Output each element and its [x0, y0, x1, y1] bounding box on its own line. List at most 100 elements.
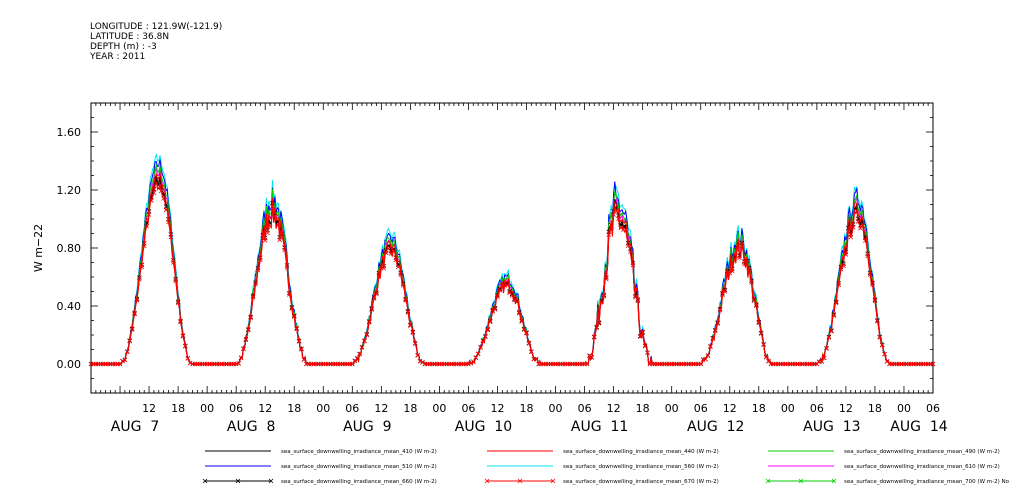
x-hour-tick-label: 12 — [258, 402, 272, 415]
legend-entry-4: sea_surface_downwelling_irradiance_mean_… — [487, 464, 719, 470]
depth-label: DEPTH (m) : -3 — [90, 42, 157, 52]
x-day-label: AUG 12 — [687, 419, 744, 435]
legend-marker — [798, 478, 804, 484]
y-tick-label: 0.80 — [57, 242, 82, 255]
y-tick-label: 1.60 — [57, 126, 82, 139]
legend-label: sea_surface_downwelling_irradiance_mean_… — [563, 449, 719, 455]
series-marker — [710, 336, 716, 341]
series-marker — [475, 351, 481, 357]
series-marker — [514, 299, 520, 305]
metadata-header: LONGITUDE : 121.9W(-121.9) LATITUDE : 36… — [90, 22, 222, 62]
x-hour-tick-label: 06 — [926, 402, 940, 415]
series-marker — [867, 272, 873, 277]
legend-entry-5: sea_surface_downwelling_irradiance_mean_… — [768, 464, 1000, 470]
series-marker — [366, 320, 372, 325]
series-marker — [509, 293, 515, 298]
series-marker — [180, 333, 186, 339]
series-marker — [241, 346, 246, 352]
series-marker — [289, 306, 295, 311]
series-marker — [248, 315, 253, 321]
series-marker — [238, 355, 244, 361]
series-marker — [417, 358, 423, 364]
series-marker — [860, 223, 866, 228]
series-marker — [183, 344, 188, 349]
legend-marker — [202, 478, 208, 484]
series-marker — [601, 294, 607, 299]
series-marker — [855, 219, 861, 224]
series-marker — [374, 291, 379, 297]
series-6 — [88, 177, 936, 367]
series-marker — [487, 319, 493, 325]
series-marker — [504, 282, 510, 288]
series-marker — [170, 260, 176, 265]
legend-marker — [484, 478, 490, 484]
series-marker — [877, 335, 883, 340]
series-marker — [870, 282, 875, 287]
series-marker — [265, 230, 270, 236]
series-marker — [611, 212, 616, 217]
series-marker — [616, 216, 621, 221]
series-marker — [831, 313, 837, 318]
series-line — [91, 174, 933, 366]
series-marker — [836, 282, 841, 288]
x-day-label: AUG 13 — [803, 419, 860, 435]
series-marker — [284, 265, 290, 270]
series-marker — [137, 277, 142, 282]
series-marker — [420, 360, 425, 365]
series-marker — [746, 267, 752, 273]
series-marker — [846, 228, 851, 234]
series-marker — [645, 350, 650, 356]
series-marker — [521, 327, 527, 333]
legend-marker — [517, 478, 523, 484]
series-marker — [829, 329, 834, 334]
x-hour-tick-label: 00 — [316, 402, 330, 415]
series-marker — [930, 361, 936, 367]
longitude-label: LONGITUDE : 121.9W(-121.9) — [90, 22, 223, 32]
x-hour-tick-label: 00 — [200, 402, 214, 415]
series-1 — [91, 172, 933, 366]
series-marker — [272, 213, 278, 219]
series-marker — [120, 358, 125, 364]
legend: sea_surface_downwelling_irradiance_mean_… — [202, 449, 1009, 485]
series-marker — [151, 190, 157, 196]
series-marker — [149, 198, 154, 203]
legend-marker — [235, 478, 241, 484]
series-marker — [698, 361, 704, 367]
x-day-label: AUG 8 — [227, 419, 275, 435]
series-marker — [386, 245, 391, 251]
series-marker — [717, 307, 723, 313]
x-hour-tick-label: 00 — [665, 402, 679, 415]
series-line — [91, 152, 933, 366]
series-marker — [705, 353, 711, 358]
series-marker — [282, 247, 287, 253]
series-marker — [734, 247, 740, 252]
series-marker — [158, 188, 164, 194]
series-marker — [262, 238, 268, 243]
series-marker — [763, 354, 769, 360]
plot-frame — [90, 102, 934, 394]
series-marker — [838, 266, 844, 272]
series-marker — [144, 223, 149, 229]
series-marker — [480, 338, 486, 344]
x-hour-tick-label: 12 — [839, 402, 853, 415]
series-marker — [529, 349, 534, 355]
series-marker — [635, 298, 641, 304]
series-2 — [91, 163, 933, 366]
series-line — [91, 166, 933, 366]
x-hour-tick-label: 12 — [142, 402, 156, 415]
series-marker — [625, 243, 631, 248]
series-marker — [524, 331, 529, 336]
series-marker — [354, 356, 360, 361]
series-marker — [715, 321, 720, 326]
x-hour-tick-label: 06 — [229, 402, 243, 415]
series-marker — [253, 281, 258, 287]
series-marker — [749, 280, 754, 285]
series-marker — [398, 272, 403, 277]
x-hour-tick-label: 18 — [403, 402, 417, 415]
series-marker — [471, 359, 476, 364]
series-marker — [879, 342, 885, 348]
series-marker — [841, 263, 846, 269]
legend-label: sea_surface_downwelling_irradiance_mean_… — [563, 464, 719, 470]
x-hour-tick-label: 00 — [781, 402, 795, 415]
series-marker — [739, 243, 745, 248]
